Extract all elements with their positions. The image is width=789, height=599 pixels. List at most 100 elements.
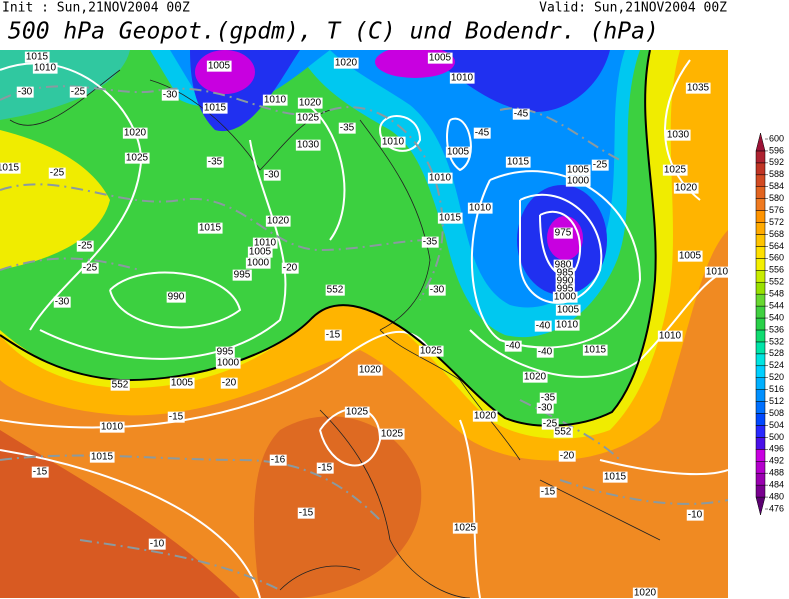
isobar-label-box bbox=[553, 259, 573, 271]
temperature-label: -25 bbox=[543, 419, 558, 430]
isobar-label: 1025 bbox=[346, 407, 369, 418]
colorbar-swatch bbox=[755, 353, 766, 367]
temperature-label-box bbox=[281, 262, 299, 274]
temperature-label-box bbox=[69, 86, 87, 98]
temperature-label: -30 bbox=[265, 170, 280, 181]
isobar-label: 1010 bbox=[101, 422, 124, 433]
isobar-label-box bbox=[467, 202, 493, 214]
isobar-label: 1010 bbox=[254, 238, 277, 249]
isobar-label-box bbox=[202, 102, 228, 114]
colorbar-label: 592 bbox=[769, 157, 784, 167]
valid-time: Valid: Sun,21NOV2004 00Z bbox=[539, 1, 727, 16]
colorbar-label: 524 bbox=[769, 360, 784, 370]
coastline bbox=[9, 69, 661, 598]
cyan-field bbox=[0, 50, 130, 120]
temperature-contour bbox=[0, 85, 728, 591]
temperature-label-box bbox=[536, 402, 554, 414]
colorbar-label: 544 bbox=[769, 300, 784, 310]
isobar-label-box bbox=[344, 406, 370, 418]
isobar-label: 1010 bbox=[556, 320, 579, 331]
isobar-label-box bbox=[704, 266, 728, 278]
temperature-label: -25 bbox=[78, 241, 93, 252]
isobar-label: 1015 bbox=[604, 472, 627, 483]
temperature-label-box bbox=[220, 377, 238, 389]
colorbar-label: 580 bbox=[769, 193, 784, 203]
isobar-label: 1010 bbox=[706, 267, 729, 278]
colorbar-label: 480 bbox=[769, 491, 784, 501]
colorbar-swatch bbox=[755, 198, 766, 211]
purple-field bbox=[195, 50, 255, 94]
height-contour-552 bbox=[0, 50, 657, 427]
isobar-label-box bbox=[553, 227, 573, 239]
blue-field bbox=[170, 50, 625, 308]
isobar-label-box bbox=[215, 346, 235, 358]
temperature-label: -45 bbox=[514, 109, 529, 120]
isobar-label-box bbox=[555, 304, 581, 316]
temperature-label: -25 bbox=[50, 168, 65, 179]
isobar-label: 1000 bbox=[247, 258, 270, 269]
isobar-label-box bbox=[449, 72, 475, 84]
temperature-label-box bbox=[591, 159, 609, 171]
temperature-label: -35 bbox=[340, 123, 355, 134]
colorbar-label: 552 bbox=[769, 277, 784, 287]
temperature-label: -25 bbox=[71, 87, 86, 98]
colorbar-label: 496 bbox=[769, 444, 784, 454]
colorbar-label: 540 bbox=[769, 312, 784, 322]
temperature-label: -35 bbox=[208, 157, 223, 168]
colorbar-swatch bbox=[755, 132, 766, 152]
temperature-label-box bbox=[297, 507, 315, 519]
colorbar-label: 572 bbox=[769, 217, 784, 227]
isobar-label: 1030 bbox=[297, 140, 320, 151]
isobar-label: 1020 bbox=[524, 372, 547, 383]
temperature-label-box bbox=[534, 320, 552, 332]
temperature-label: -15 bbox=[318, 463, 333, 474]
colorbar-label: 532 bbox=[769, 336, 784, 346]
height-label: 552 bbox=[112, 380, 129, 391]
colorbar-swatch bbox=[755, 496, 766, 516]
isobar-label: 1025 bbox=[297, 113, 320, 124]
colorbar-swatch bbox=[755, 234, 766, 247]
isobar-label-box bbox=[295, 139, 321, 151]
isobar-label: 1010 bbox=[469, 203, 492, 214]
isobar-label: 980 bbox=[555, 260, 572, 271]
temperature-label: -35 bbox=[423, 237, 438, 248]
isobar-label: 990 bbox=[168, 292, 185, 303]
temperature-label-box bbox=[541, 418, 559, 430]
temperature-label: -20 bbox=[283, 263, 298, 274]
isobar-label-box bbox=[169, 377, 195, 389]
isobar-label-box bbox=[197, 222, 223, 234]
isobar-label-box bbox=[673, 182, 699, 194]
isobar-label: 1015 bbox=[26, 52, 49, 63]
isobar-label-box bbox=[166, 291, 186, 303]
isobar-label: 995 bbox=[557, 284, 574, 295]
colorbar-label: 492 bbox=[769, 456, 784, 466]
colorbar-label: 576 bbox=[769, 205, 784, 215]
temperature-label-box bbox=[53, 296, 71, 308]
isobar-label: 995 bbox=[217, 347, 234, 358]
temperature-label-box bbox=[316, 462, 334, 474]
height-label-box bbox=[325, 284, 345, 296]
temperature-label-box bbox=[686, 509, 704, 521]
colorbar-swatch bbox=[755, 425, 766, 438]
isobar-label-box bbox=[552, 291, 578, 303]
temperature-label-box bbox=[148, 538, 166, 550]
temperature-label-box bbox=[421, 236, 439, 248]
isobar-label: 1010 bbox=[451, 73, 474, 84]
colorbar-swatch bbox=[755, 389, 766, 402]
temperature-label-box bbox=[161, 89, 179, 101]
isobar-label: 1015 bbox=[0, 163, 20, 174]
colorbar-label: 548 bbox=[769, 289, 784, 299]
temperature-label: -40 bbox=[536, 321, 551, 332]
colorbar-swatch bbox=[755, 305, 766, 319]
temperature-label: -40 bbox=[538, 347, 553, 358]
temperature-label-box bbox=[76, 240, 94, 252]
isobar-label-box bbox=[99, 421, 125, 433]
temperature-label: -15 bbox=[326, 330, 341, 341]
isobar-label-box bbox=[124, 152, 150, 164]
isobar-label: 985 bbox=[557, 268, 574, 279]
temperature-label-box bbox=[512, 108, 530, 120]
yellow-field bbox=[0, 130, 110, 270]
isobar-label: 1010 bbox=[34, 63, 57, 74]
colorbar-label: 520 bbox=[769, 372, 784, 382]
